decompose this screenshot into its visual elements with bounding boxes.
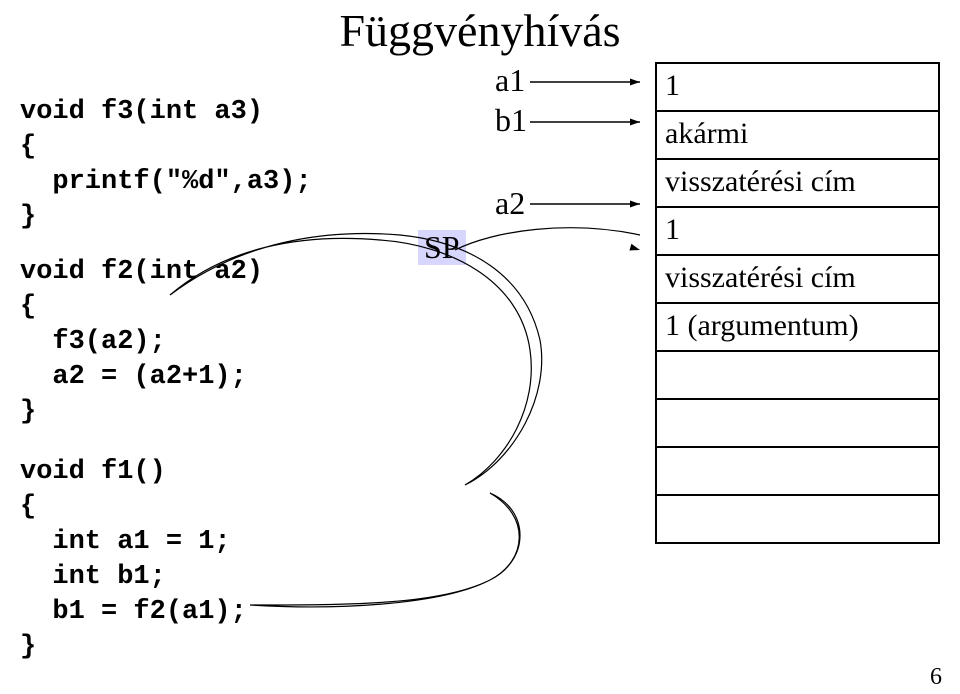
page-number: 6 xyxy=(930,664,942,691)
label-a2: a2 xyxy=(495,185,525,222)
stack-cell: 1 xyxy=(656,207,939,255)
stack-cell: visszatérési cím xyxy=(656,255,939,303)
code-block-f3: void f3(int a3) { printf("%d",a3); } xyxy=(20,95,312,235)
code-block-f1: void f1() { int a1 = 1; int b1; b1 = f2(… xyxy=(20,455,247,666)
page-title: Függvényhívás xyxy=(0,4,960,57)
sp-label: SP xyxy=(418,230,466,265)
label-b1: b1 xyxy=(495,102,527,139)
stack-table: 1akármivisszatérési cím1visszatérési cím… xyxy=(655,62,940,544)
stack-cell: visszatérési cím xyxy=(656,159,939,207)
code-block-f2: void f2(int a2) { f3(a2); a2 = (a2+1); } xyxy=(20,255,263,430)
stack-cell: 1 (argumentum) xyxy=(656,303,939,351)
stack-cell xyxy=(656,495,939,543)
stack-cell: 1 xyxy=(656,63,939,111)
stack-cell xyxy=(656,447,939,495)
diagram-stage: Függvényhívás void f3(int a3) { printf("… xyxy=(0,0,960,694)
label-a1: a1 xyxy=(495,62,525,99)
stack-cell xyxy=(656,399,939,447)
stack-cell xyxy=(656,351,939,399)
stack-cell: akármi xyxy=(656,111,939,159)
